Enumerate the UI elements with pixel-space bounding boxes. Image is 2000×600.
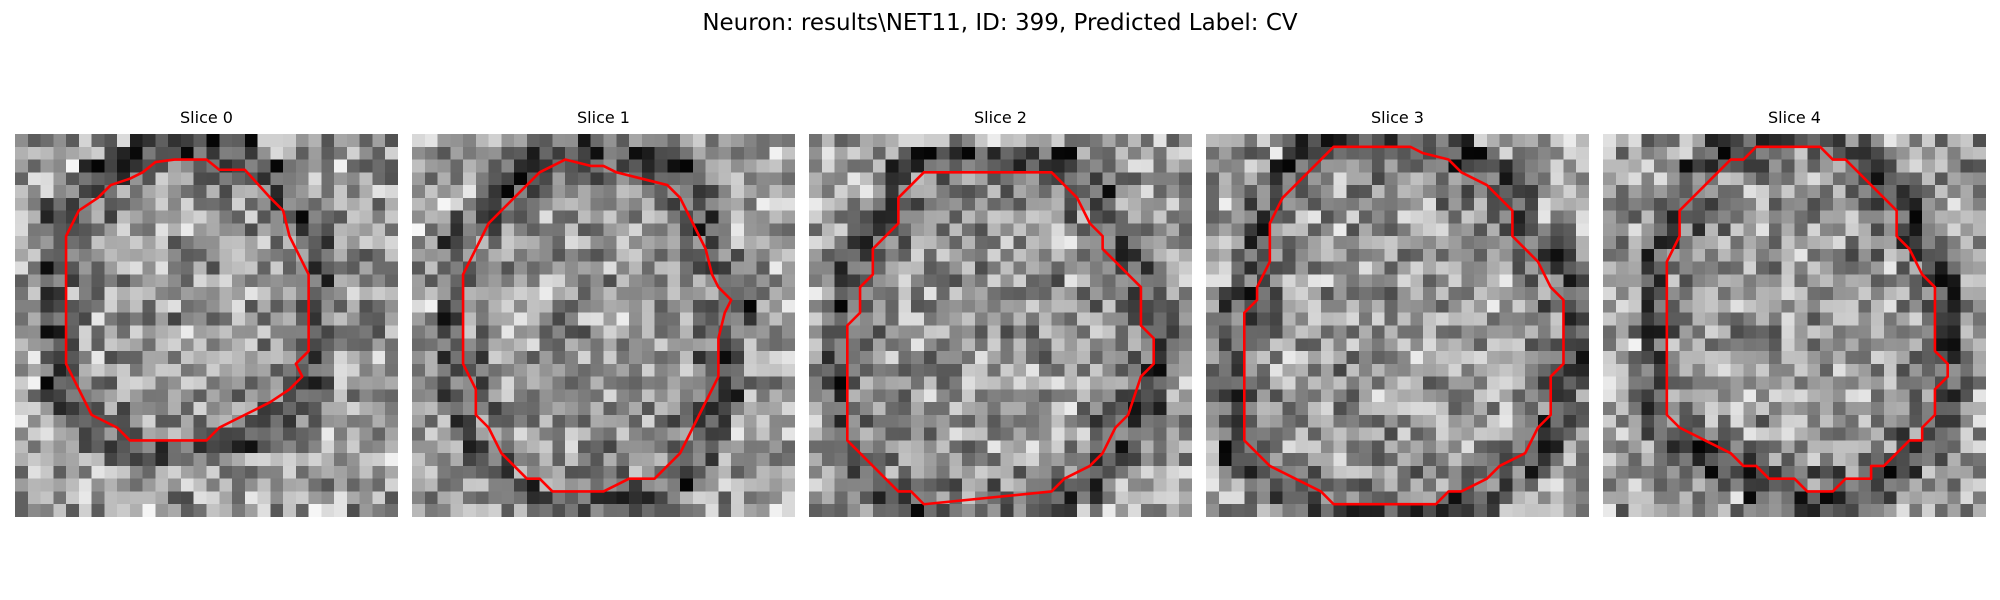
slice-image-2 bbox=[809, 134, 1192, 517]
slice-panel-3: Slice 3 bbox=[1206, 108, 1589, 517]
contour-outline bbox=[847, 172, 1153, 504]
contour-outline bbox=[463, 160, 731, 492]
slice-title-2: Slice 2 bbox=[974, 108, 1027, 127]
slice-image-1 bbox=[412, 134, 795, 517]
slice-pixels bbox=[1603, 134, 1986, 517]
contour-outline bbox=[1244, 147, 1563, 504]
slice-image-0 bbox=[15, 134, 398, 517]
slice-pixels bbox=[1206, 134, 1589, 517]
contour-outline bbox=[66, 160, 309, 441]
slice-image-4 bbox=[1603, 134, 1986, 517]
slice-image-3 bbox=[1206, 134, 1589, 517]
slice-pixels bbox=[809, 134, 1192, 517]
slice-pixels bbox=[15, 134, 398, 517]
slice-panel-0: Slice 0 bbox=[15, 108, 398, 517]
slice-panel-2: Slice 2 bbox=[809, 108, 1192, 517]
slice-title-3: Slice 3 bbox=[1371, 108, 1424, 127]
slice-title-4: Slice 4 bbox=[1768, 108, 1821, 127]
slice-panel-1: Slice 1 bbox=[412, 108, 795, 517]
slice-pixels bbox=[412, 134, 795, 517]
figure-title: Neuron: results\NET11, ID: 399, Predicte… bbox=[702, 10, 1298, 36]
slice-title-0: Slice 0 bbox=[180, 108, 233, 127]
contour-outline bbox=[1667, 147, 1948, 492]
slice-panel-4: Slice 4 bbox=[1603, 108, 1986, 517]
slice-title-1: Slice 1 bbox=[577, 108, 630, 127]
